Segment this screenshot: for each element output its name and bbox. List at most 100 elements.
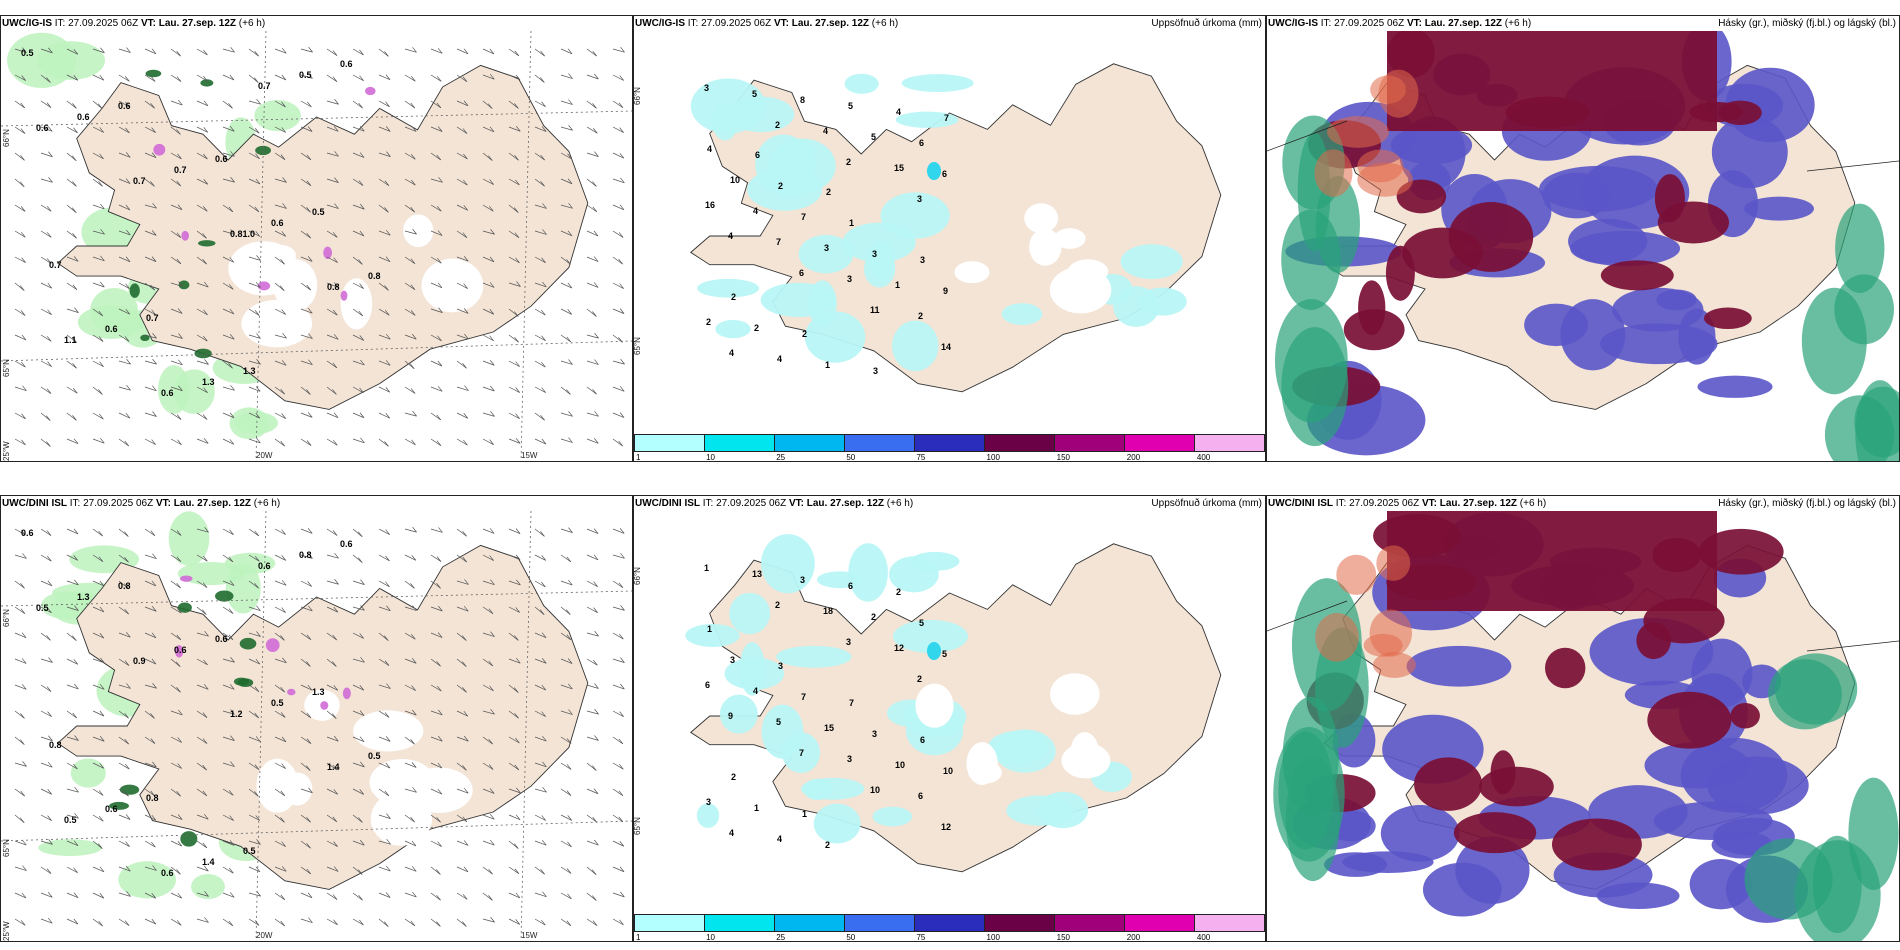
wind-barb-flag	[176, 258, 182, 265]
wind-barb-flag	[98, 389, 103, 395]
precip-value-label: 6	[705, 680, 710, 690]
wind-barb-flag	[438, 709, 443, 716]
precip-value-label: 16	[705, 200, 715, 210]
wind-barb	[170, 736, 182, 743]
wind-barb	[248, 736, 261, 742]
wind-barb-flag	[255, 412, 261, 419]
wind-barb	[196, 710, 208, 718]
wind-barb-flag	[359, 152, 365, 158]
wind-barb-flag	[619, 204, 625, 211]
wind-barb-flag	[542, 229, 547, 235]
wind-barb	[300, 606, 313, 612]
wind-barb	[300, 866, 311, 875]
wind-barb-flag	[256, 255, 261, 261]
wind-barb	[534, 528, 545, 537]
wind-barb-flag	[255, 231, 261, 237]
wind-barb-flag	[568, 73, 573, 79]
wind-barb-flag	[462, 128, 468, 134]
wind-barb	[612, 152, 624, 159]
wind-barb	[404, 684, 416, 691]
wind-barb-flag	[176, 50, 181, 57]
precip-value-label: 0.5	[243, 846, 256, 856]
precip-value-label: 1	[754, 803, 759, 813]
wind-barb-flag	[411, 555, 417, 561]
wind-barb	[586, 580, 598, 587]
wind-barb	[170, 866, 181, 875]
low-cloud	[1656, 289, 1697, 311]
heavy-precip	[215, 590, 234, 602]
precip-value-label: 0.6	[105, 324, 118, 334]
precip-value-label: 0.6	[118, 101, 131, 111]
wind-barb-flag	[360, 437, 365, 444]
wind-barb-flag	[20, 713, 25, 719]
wind-barb-flag	[386, 151, 391, 157]
wind-barb-flag	[359, 685, 365, 691]
wind-barb-flag	[436, 440, 442, 446]
precip-value-label: 7	[799, 748, 804, 758]
wind-barb	[404, 256, 416, 264]
wind-barb-flag	[410, 310, 416, 316]
wind-barb-flag	[539, 609, 545, 615]
wind-barb	[378, 762, 391, 769]
wind-barb-flag	[203, 127, 209, 133]
wind-barb	[534, 360, 546, 368]
precip-value-label: 0.6	[77, 112, 90, 122]
wind-barb	[300, 580, 312, 587]
wind-barb-flag	[176, 687, 181, 693]
wind-barb	[92, 230, 105, 235]
wind-barb	[378, 100, 390, 108]
wind-barb	[326, 74, 338, 82]
precip-area	[864, 250, 896, 288]
wind-barb	[144, 230, 157, 236]
wind-barb	[430, 152, 442, 161]
wind-barb-flag	[594, 73, 599, 80]
wind-barb	[118, 178, 131, 184]
wind-barb	[248, 814, 260, 821]
wind-barb-flag	[620, 553, 625, 559]
wind-barb	[508, 580, 521, 586]
precip-value-label: 4	[729, 348, 734, 358]
precip-area	[70, 758, 106, 788]
wind-barb-flag	[74, 813, 79, 819]
wind-barb-flag	[386, 813, 391, 819]
wind-barb-flag	[568, 125, 573, 131]
wind-barb-flag	[256, 839, 261, 845]
wind-barb-flag	[437, 257, 442, 264]
wind-barb	[118, 658, 130, 666]
wind-barb-flag	[307, 892, 313, 898]
wind-barb	[482, 438, 494, 445]
wind-barb	[92, 814, 104, 822]
wind-barb-flag	[178, 359, 183, 366]
wind-barb-flag	[618, 102, 624, 108]
wind-barb-flag	[568, 203, 573, 209]
wind-barb-flag	[620, 657, 625, 663]
wind-barb	[40, 412, 51, 421]
wind-barb-flag	[567, 178, 573, 184]
wind-barb-flag	[307, 528, 313, 534]
convective-precip	[257, 281, 271, 291]
wind-barb-flag	[151, 256, 157, 262]
wind-barb	[404, 632, 416, 640]
wind-barb-flag	[74, 786, 79, 793]
wind-barb	[482, 100, 493, 109]
wind-barb-flag	[332, 764, 338, 771]
wind-barb	[612, 606, 625, 611]
wind-barb	[66, 256, 79, 262]
wind-barb-flag	[410, 258, 416, 264]
wind-barb	[612, 710, 624, 717]
wind-barb	[170, 178, 181, 187]
precip-area	[191, 873, 225, 900]
wind-barb-flag	[436, 76, 442, 82]
precip-value-label: 10	[895, 760, 905, 770]
wind-barb-flag	[203, 335, 208, 342]
wind-barb-flag	[150, 76, 156, 82]
wind-barb	[144, 308, 156, 315]
precip-value-label: 1.2	[230, 709, 243, 719]
wind-barb-flag	[20, 206, 26, 212]
legend-swatch	[1125, 435, 1195, 451]
wind-barb-flag	[229, 308, 235, 315]
wind-barb-flag	[152, 865, 157, 871]
wind-barb	[300, 282, 311, 291]
wind-barb	[170, 204, 183, 211]
wind-barb	[274, 892, 286, 901]
